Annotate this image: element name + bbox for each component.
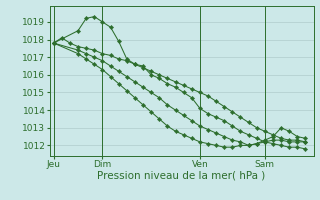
X-axis label: Pression niveau de la mer( hPa ): Pression niveau de la mer( hPa ) xyxy=(98,171,266,181)
